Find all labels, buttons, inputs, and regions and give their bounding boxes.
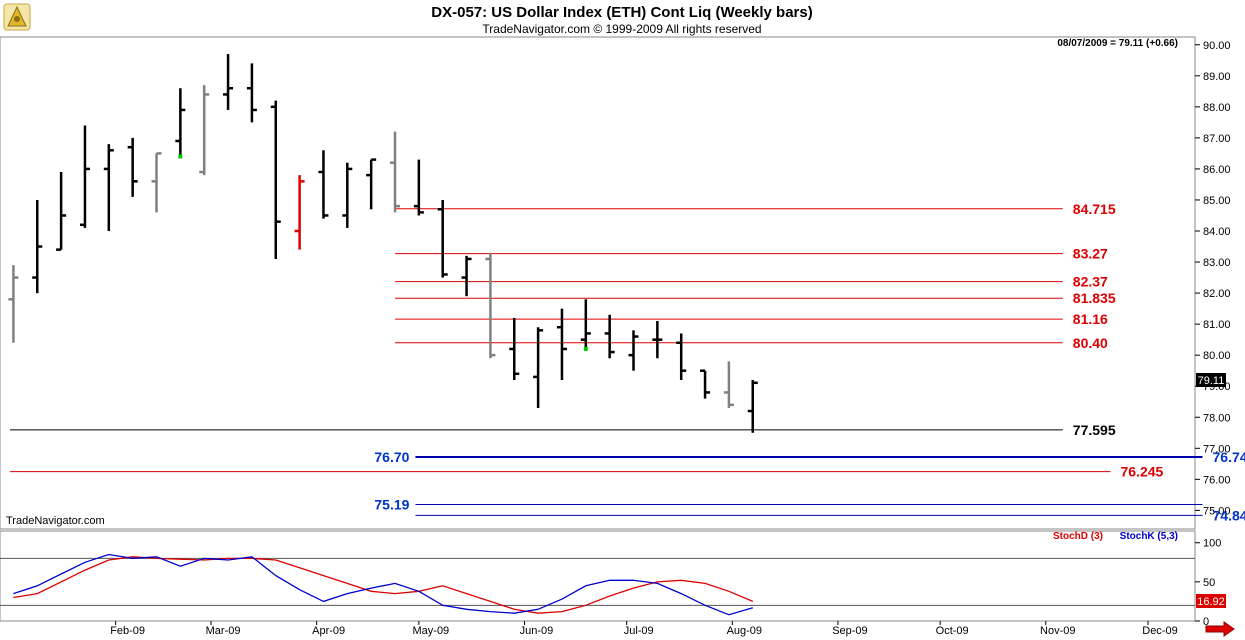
- signal-mark: [178, 154, 183, 159]
- level-label: 84.715: [1073, 201, 1116, 217]
- price-tick-label: 75.00: [1203, 505, 1231, 517]
- date-axis: Feb-09 Mar-09 Apr-09 May-09 Jun-09 Jul-09 Aug-…: [110, 621, 1178, 637]
- ohlc-bar: [127, 137, 138, 197]
- price-badge: 79.11: [1196, 373, 1226, 387]
- stoch-panel-frame: [0, 530, 1196, 622]
- level-label: 76.245: [1121, 464, 1164, 480]
- ohlc-bar: [79, 125, 90, 228]
- price-badge-text: 79.11: [1198, 375, 1225, 387]
- stoch-tick-label: 50: [1203, 577, 1215, 589]
- price-tick-label: 76.00: [1203, 474, 1231, 486]
- ohlc-bar: [175, 88, 186, 157]
- ohlc-bar: [485, 252, 496, 359]
- stoch-series-line: [13, 556, 754, 614]
- level-label: 76.74: [1213, 449, 1245, 465]
- ohlc-bar: [437, 199, 448, 278]
- scroll-arrow-icon[interactable]: [1205, 621, 1235, 637]
- price-tick-label: 88.00: [1203, 102, 1231, 114]
- price-axis: 90.00 89.00 88.00 87.00 86.00 85.00 84.00 83.00…: [1195, 40, 1231, 517]
- level-label: 81.835: [1073, 290, 1116, 306]
- date-tick-label: Jun-09: [520, 625, 554, 637]
- price-tick-label: 90.00: [1203, 40, 1231, 52]
- ohlc-bar: [747, 380, 758, 433]
- price-tick-label: 86.00: [1203, 164, 1231, 176]
- date-tick-label: Mar-09: [206, 625, 241, 637]
- signal-mark: [583, 346, 588, 351]
- level-label: 81.16: [1073, 311, 1108, 327]
- price-tick-label: 87.00: [1203, 133, 1231, 145]
- stoch-tick-label: 0: [1203, 616, 1209, 628]
- ohlc-bar: [628, 330, 639, 371]
- stoch-tick-label: 100: [1203, 538, 1221, 550]
- ohlc-bar: [366, 158, 377, 210]
- legend-stochk: StochK (5,3): [1120, 531, 1178, 542]
- ohlc-bar: [294, 175, 305, 250]
- price-tick-label: 77.00: [1203, 443, 1231, 455]
- ohlc-bar: [676, 333, 687, 381]
- stoch-badge-text: 16.92: [1197, 596, 1225, 608]
- ohlc-bar: [390, 131, 401, 213]
- date-tick-label: Feb-09: [110, 625, 145, 637]
- date-tick-label: Nov-09: [1040, 625, 1075, 637]
- ohlc-bar: [223, 54, 234, 110]
- ohlc-bar: [270, 100, 281, 259]
- price-tick-label: 85.00: [1203, 195, 1231, 207]
- date-tick-label: Apr-09: [312, 625, 345, 637]
- date-tick-label: Sep-09: [832, 625, 867, 637]
- ohlc-bar: [56, 172, 67, 251]
- level-label: 83.27: [1073, 246, 1108, 262]
- ohlc-bar: [533, 327, 544, 408]
- ohlc-bar: [318, 150, 329, 219]
- legend-stochd: StochD (3): [1053, 531, 1103, 542]
- stoch-badge: 16.92: [1196, 594, 1226, 608]
- stochastic-panel: 100 50 0: [0, 538, 1221, 628]
- chart-subtitle: TradeNavigator.com © 1999-2009 All right…: [482, 22, 761, 36]
- date-tick-label: May-09: [413, 625, 450, 637]
- price-panel-frame: [0, 36, 1196, 530]
- ohlc-bar: [199, 85, 210, 176]
- date-tick-label: Dec-09: [1142, 625, 1177, 637]
- price-tick-label: 84.00: [1203, 226, 1231, 238]
- date-tick-label: Oct-09: [936, 625, 969, 637]
- price-tick-label: 78.00: [1203, 412, 1231, 424]
- ohlc-bar: [700, 369, 711, 399]
- ohlc-bar: [723, 361, 734, 408]
- date-tick-label: Aug-09: [727, 625, 762, 637]
- level-label: 74.84: [1213, 507, 1245, 523]
- ohlc-bar: [246, 63, 257, 123]
- ohlc-bar: [103, 144, 114, 232]
- last-quote: 08/07/2009 = 79.11 (+0.66): [1057, 38, 1178, 49]
- ohlc-bar: [509, 317, 520, 381]
- level-label: 77.595: [1073, 422, 1116, 438]
- ohlc-bar: [32, 199, 43, 294]
- ohlc-bar: [8, 265, 19, 343]
- level-label: 76.70: [374, 449, 409, 465]
- stoch-series-line: [13, 553, 753, 616]
- logo-icon: [3, 3, 31, 31]
- chart-title: DX-057: US Dollar Index (ETH) Cont Liq (…: [431, 4, 812, 21]
- ohlc-bar: [652, 321, 663, 359]
- price-tick-label: 89.00: [1203, 71, 1231, 83]
- ohlc-bar: [556, 308, 567, 381]
- level-label: 80.40: [1073, 335, 1108, 351]
- ohlc-bar: [413, 159, 424, 216]
- ohlc-bar: [151, 152, 162, 213]
- ohlc-bar: [580, 299, 591, 349]
- level-label: 82.37: [1073, 274, 1108, 290]
- ohlc-bar: [342, 162, 353, 228]
- date-tick-label: Jul-09: [624, 625, 654, 637]
- ohlc-bar: [604, 314, 615, 359]
- price-tick-label: 81.00: [1203, 319, 1231, 331]
- price-tick-label: 80.00: [1203, 350, 1231, 362]
- level-label: 75.19: [374, 496, 409, 512]
- ohlc-bar: [461, 255, 472, 297]
- price-bars: [8, 54, 758, 433]
- watermark: TradeNavigator.com: [6, 515, 105, 527]
- price-tick-label: 83.00: [1203, 257, 1231, 269]
- price-tick-label: 82.00: [1203, 288, 1231, 300]
